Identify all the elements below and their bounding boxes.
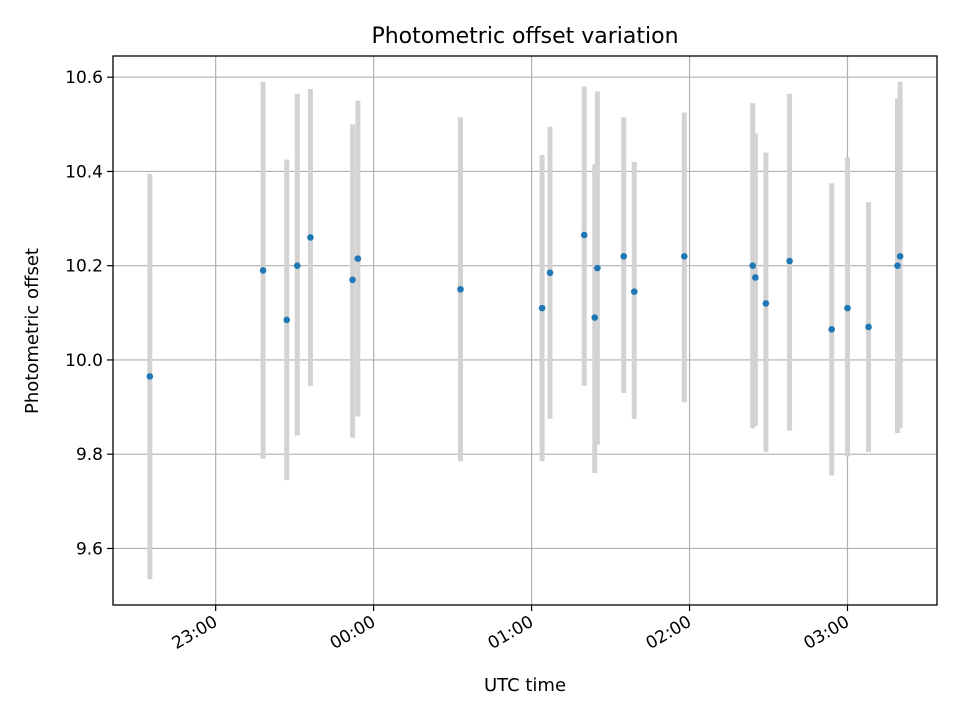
data-point <box>680 252 688 260</box>
data-point <box>844 304 851 312</box>
data-point <box>896 252 904 260</box>
y-tick-label: 10.2 <box>65 257 103 277</box>
x-tick-label: 02:00 <box>643 612 695 654</box>
grid <box>113 56 937 605</box>
x-axis-ticks: 23:00 00:00 01:00 02:00 03:00 <box>169 605 853 654</box>
data-point <box>283 316 291 324</box>
data-point <box>865 323 872 331</box>
y-tick-label: 9.8 <box>76 445 103 465</box>
data-point <box>307 234 314 241</box>
data-point <box>828 326 835 333</box>
y-axis-ticks: 9.6 9.8 10.0 10.2 10.4 10.6 <box>65 68 113 559</box>
data-point <box>354 255 362 262</box>
x-axis-label: UTC time <box>484 675 566 696</box>
x-tick-label: 01:00 <box>485 612 537 654</box>
data-point <box>293 262 301 270</box>
data-point <box>762 300 770 307</box>
x-tick-label: 23:00 <box>169 612 221 654</box>
data-point <box>752 274 759 281</box>
y-axis-label: Photometric offset <box>22 248 43 414</box>
y-tick-label: 10.4 <box>65 162 103 182</box>
data-point <box>630 288 638 295</box>
data-point <box>349 276 356 284</box>
data-point <box>620 252 628 260</box>
chart-title: Photometric offset variation <box>371 24 678 49</box>
x-tick-label: 00:00 <box>327 612 379 654</box>
data-point <box>538 304 546 312</box>
data-point <box>594 264 601 272</box>
error-bars <box>147 81 903 580</box>
data-point <box>591 314 599 321</box>
y-tick-label: 10.0 <box>65 351 103 371</box>
data-point <box>749 262 757 270</box>
data-point <box>894 262 901 270</box>
data-points <box>146 231 904 380</box>
data-point <box>786 257 793 265</box>
data-point <box>259 267 267 274</box>
y-tick-label: 10.6 <box>65 68 103 88</box>
data-point <box>580 231 588 239</box>
plot-frame <box>112 55 938 606</box>
data-point <box>546 269 554 277</box>
data-point <box>457 285 464 293</box>
y-tick-label: 9.6 <box>76 539 103 559</box>
data-point <box>146 373 154 380</box>
x-tick-label: 03:00 <box>801 612 853 654</box>
